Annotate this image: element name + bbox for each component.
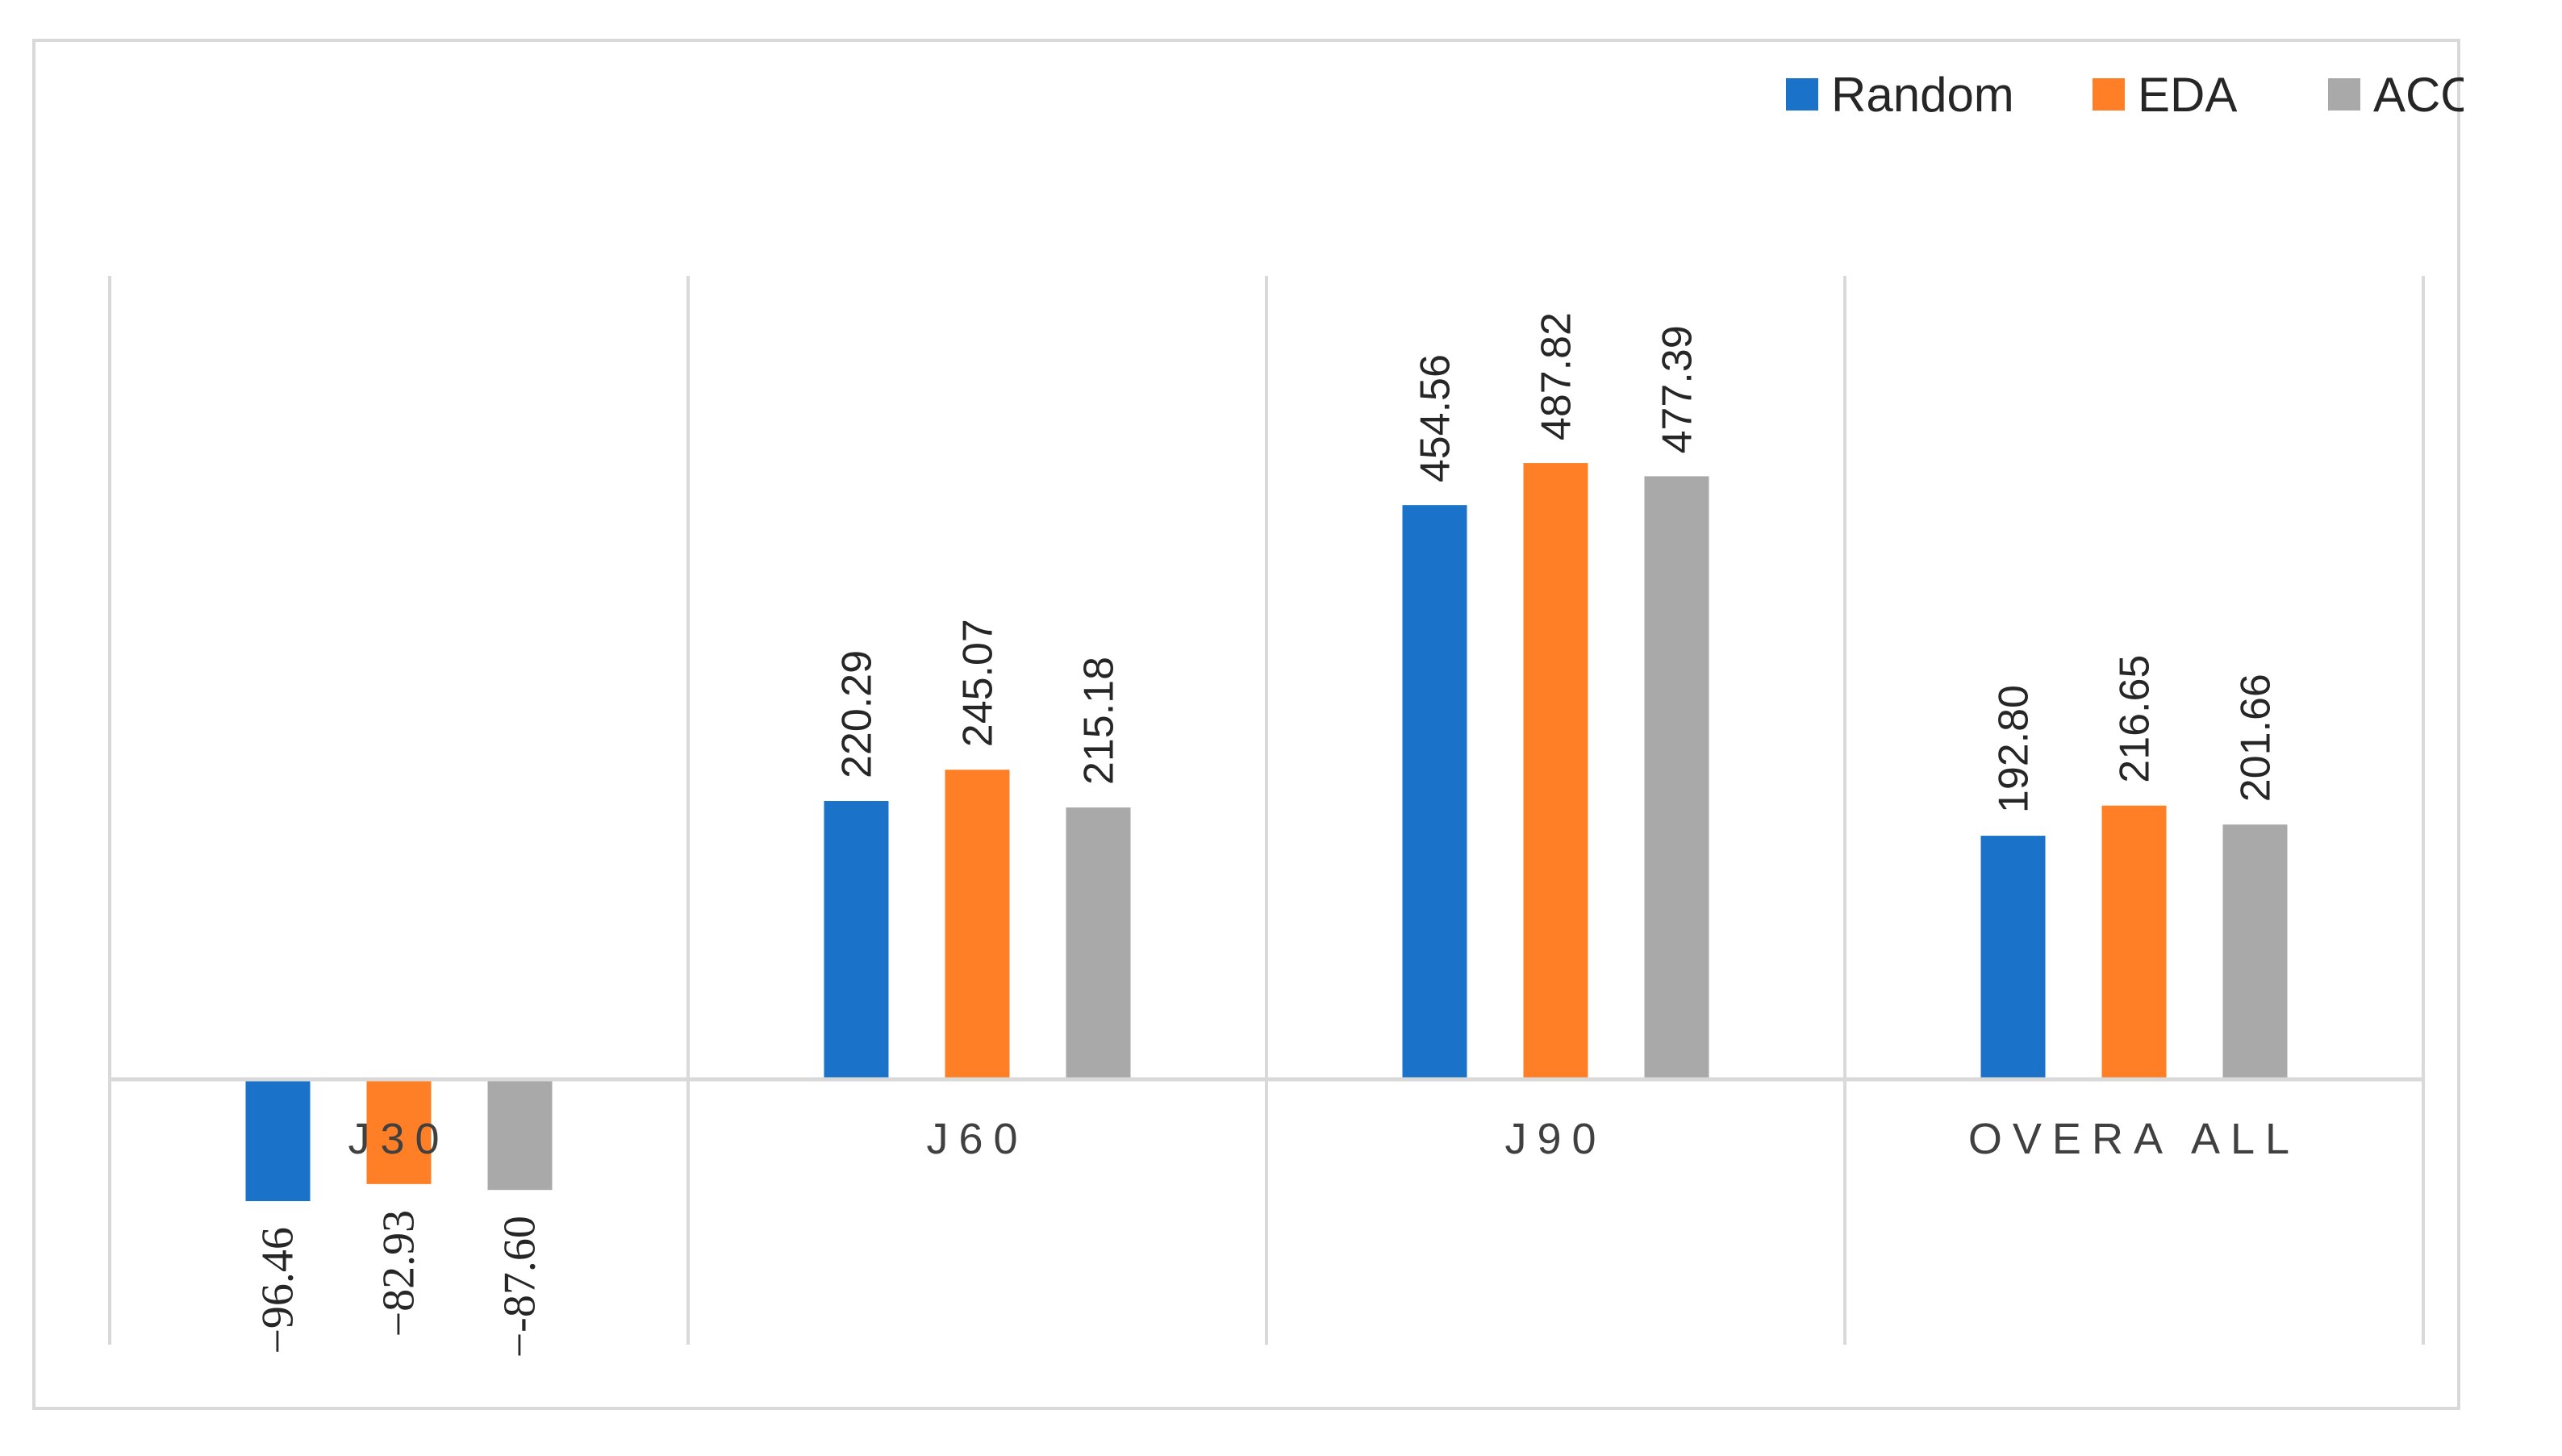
bar-chart: J30 J60 J90 OVERA ALL −96.46 −82.93 −-87.60 22… [108,68,2464,1358]
bar-aco-j60 [1066,807,1131,1079]
data-label: −-87.60 [495,1216,545,1358]
chart-frame: J30 J60 J90 OVERA ALL −96.46 −82.93 −-87.60 22… [32,39,2464,1410]
data-label: −96.46 [253,1227,303,1354]
data-labels: −96.46 −82.93 −-87.60 220.29 245.07 215.18 454… [253,312,2280,1358]
category-tick-labels: J30 J60 J90 OVERA ALL [348,1115,2300,1163]
tick-label-j30: J30 [348,1115,449,1163]
tick-label-j60: J60 [926,1115,1028,1163]
legend-label: Random [1831,68,2014,122]
legend-item-random: Random [1786,68,2014,122]
data-label: 477.39 [1654,325,1701,453]
grid-lines [108,276,2425,1345]
bar-random-j60 [824,801,889,1079]
legend: Random EDA ACO [1786,68,2464,122]
data-label: 192.80 [1991,685,2038,813]
bar-random-j30 [245,1079,311,1202]
data-label: 487.82 [1533,312,1580,440]
legend-swatch [2328,78,2360,111]
data-label: 454.56 [1412,354,1459,482]
tick-label-overa-all: OVERA ALL [1968,1115,2300,1163]
bar-eda-j30 [366,1079,432,1184]
bar-aco-j90 [1644,476,1709,1079]
data-label: −82.93 [374,1210,424,1337]
bar-eda-j90 [1523,463,1588,1079]
bar-eda-j60 [945,770,1010,1079]
bar-aco-j30 [487,1079,553,1191]
data-label: 220.29 [834,650,881,778]
legend-item-eda: EDA [2093,68,2237,122]
legend-label: ACO [2373,68,2464,122]
bar-random-j90 [1402,505,1467,1079]
legend-item-aco: ACO [2328,68,2464,122]
data-label: 216.65 [2112,655,2159,783]
data-label: 245.07 [955,619,1002,747]
data-label: 215.18 [1076,657,1123,785]
bar-random-overa-all [1980,836,2046,1079]
data-label: 201.66 [2233,674,2280,802]
tick-label-j90: J90 [1504,1115,1606,1163]
bar-aco-overa-all [2222,824,2288,1079]
bars [245,463,2288,1202]
legend-label: EDA [2138,68,2237,122]
bar-eda-overa-all [2101,805,2167,1079]
legend-swatch [2093,78,2125,111]
legend-swatch [1786,78,1818,111]
